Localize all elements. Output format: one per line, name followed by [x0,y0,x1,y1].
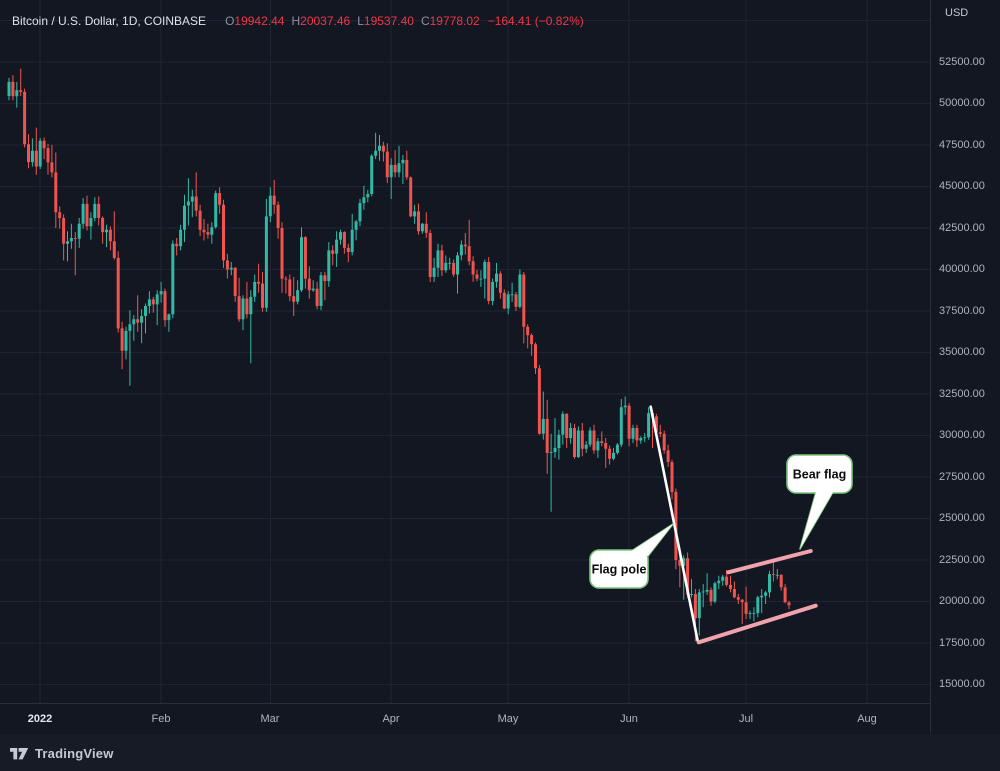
symbol-legend: Bitcoin / U.S. Dollar, 1D, COINBASE O1994… [12,13,584,29]
price-axis-label: 27500.00 [939,471,985,483]
ohlc-value-open: 19942.44 [234,14,285,28]
price-axis-label: 35000.00 [939,346,985,358]
tradingview-attribution[interactable]: TradingView [10,746,114,761]
down-candles [11,68,791,642]
price-axis[interactable]: USD 52500.00 50000.00 47500.00 45000.00 4250… [930,0,1000,733]
price-axis-label: 37500.00 [939,305,985,317]
callout-tail-mask [630,524,673,556]
price-axis-label: 52500.00 [939,56,985,68]
callout-bear-flag[interactable]: Bear flag [786,454,853,550]
callout-text: Bear flag [793,468,847,482]
up-candles [7,77,779,636]
time-axis[interactable]: 2022 Feb Mar Apr May Jun Jul Aug [0,703,1000,734]
symbol-title[interactable]: Bitcoin / U.S. Dollar, 1D, COINBASE [12,14,207,28]
bear-flag-upper-line[interactable] [726,549,813,575]
time-axis-label: Jul [738,713,754,725]
time-axis-label: Mar [260,713,280,725]
price-axis-label: 25000.00 [939,512,985,524]
time-axis-label: 2022 [27,713,53,725]
price-axis-label: 30000.00 [939,429,985,441]
ohlc-value-high: 20037.46 [300,14,351,28]
ohlc-value-close: 19778.02 [429,14,480,28]
callout-flag-pole[interactable]: Flag pole [589,523,674,589]
price-axis-label: 17500.00 [939,637,985,649]
flag-pole-trend-line[interactable] [649,405,700,643]
tradingview-brand-text: TradingView [35,746,114,761]
price-chart-canvas[interactable]: Flag pole Bear flag [0,0,930,703]
time-axis-label: Feb [151,713,171,725]
ohlc-value-low: 19537.40 [363,14,414,28]
price-axis-label: 15000.00 [939,678,985,690]
grid-lines [0,0,930,703]
price-axis-label: 50000.00 [939,97,985,109]
axis-currency-label: USD [945,7,969,19]
callout-box [589,549,649,589]
price-axis-label: 40000.00 [939,263,985,275]
chart-widget: Flag pole Bear flag Bitcoin / U.S. Dollar… [0,0,1000,734]
price-axis-label: 47500.00 [939,139,985,151]
time-axis-label: Apr [382,713,400,725]
tradingview-logo-icon [10,747,29,759]
ohlc-label-high: H [291,14,301,28]
time-axis-label: Aug [857,713,877,725]
callout-tail-mask [800,492,833,549]
change-value: −164.41 (−0.82%) [487,14,584,28]
time-axis-label: May [497,713,519,725]
ohlc-values: O19942.44 H20037.46 L19537.40 C19778.02 [218,14,480,28]
price-axis-label: 32500.00 [939,388,985,400]
bear-flag-lower-line[interactable] [696,603,818,645]
ohlc-label-low: L [357,14,364,28]
time-axis-label: Jun [620,713,638,725]
price-axis-label: 20000.00 [939,595,985,607]
price-axis-label: 45000.00 [939,180,985,192]
ohlc-label-close: C [420,14,430,28]
price-axis-label: 22500.00 [939,554,985,566]
ohlc-label-open: O [225,14,235,28]
price-axis-label: 42500.00 [939,222,985,234]
callout-text: Flag pole [592,563,647,577]
